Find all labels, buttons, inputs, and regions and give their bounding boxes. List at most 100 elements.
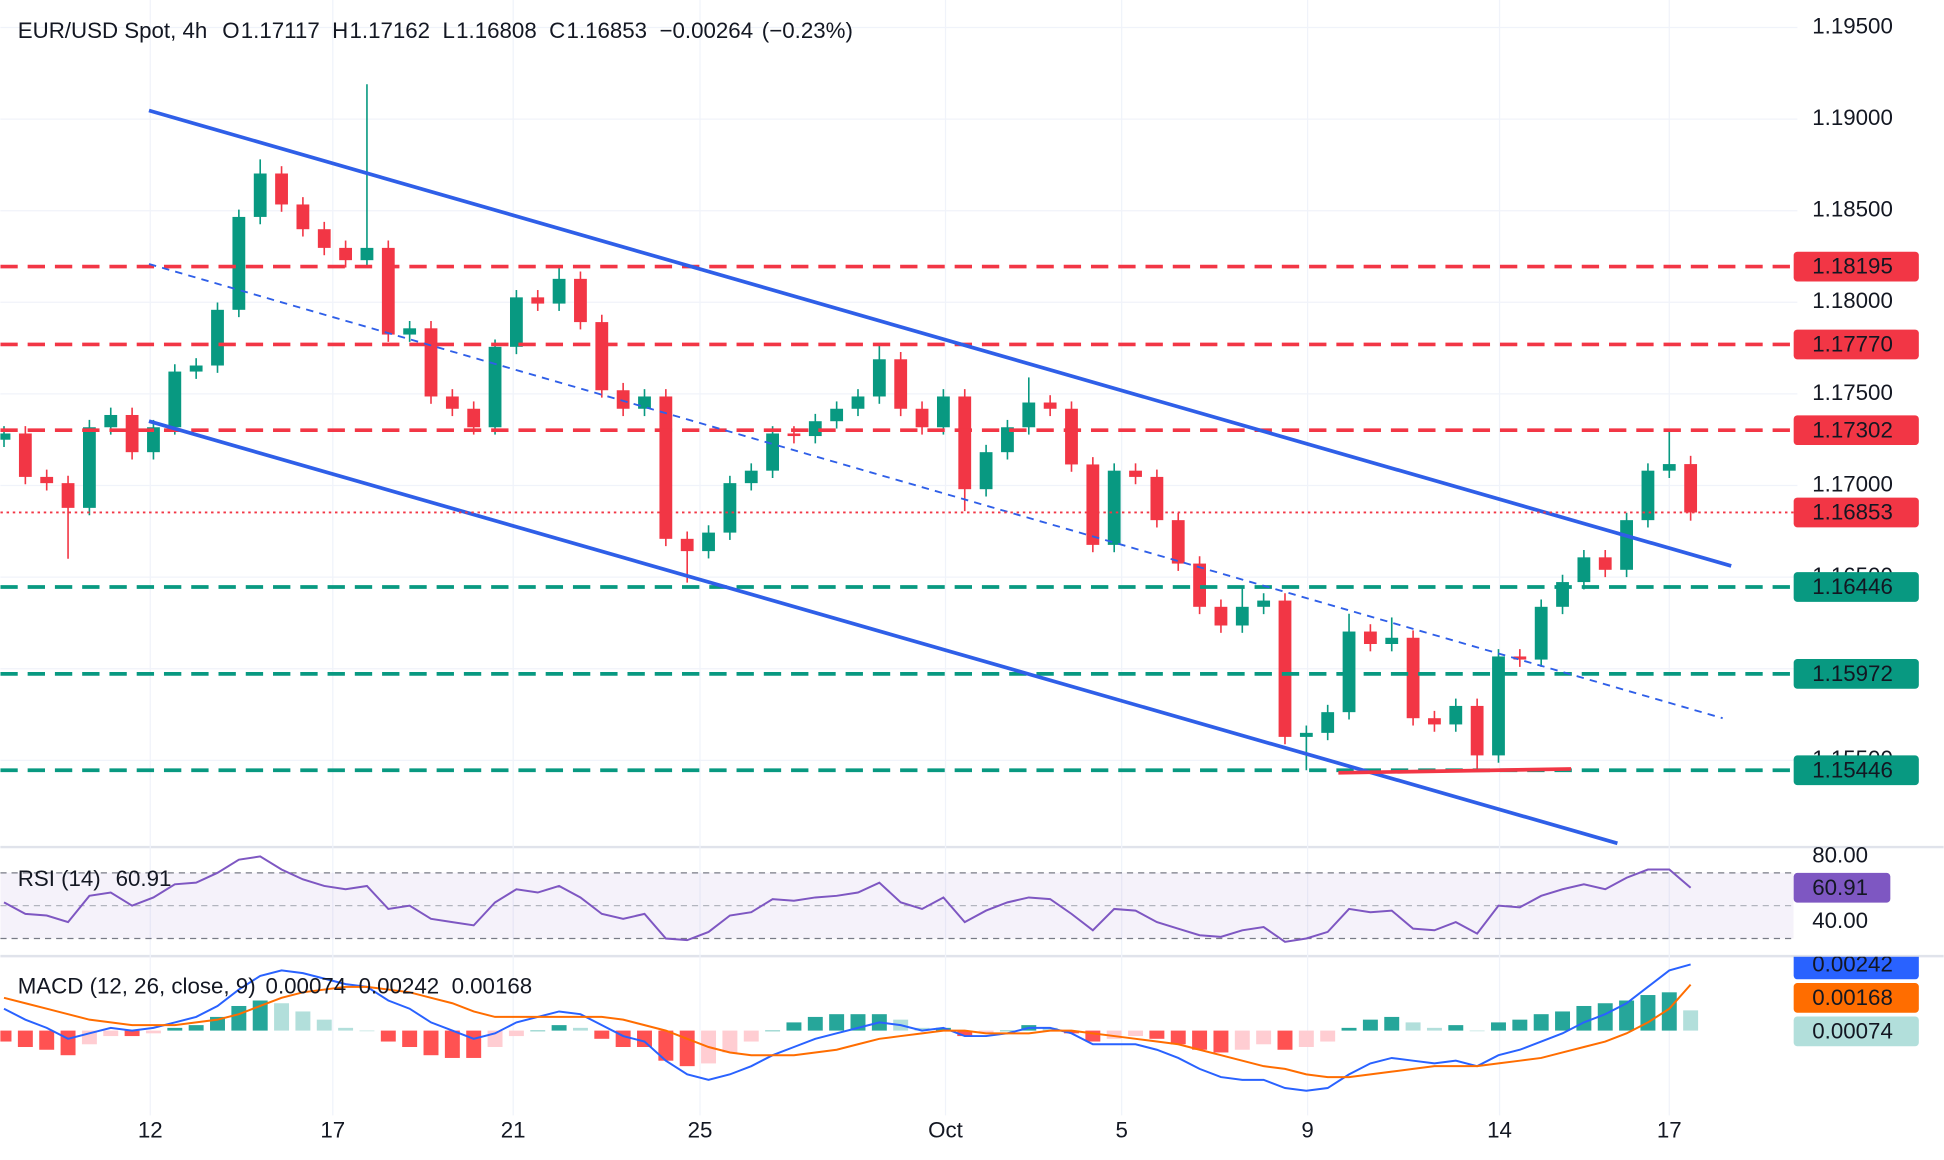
price-legend: 1.17117 xyxy=(241,18,320,43)
x-tick-label: 21 xyxy=(501,1117,526,1142)
x-tick-label: Oct xyxy=(928,1117,963,1142)
candle-body xyxy=(1406,637,1420,719)
candle-body xyxy=(168,371,182,428)
trend-line xyxy=(148,263,1723,720)
histogram-bar xyxy=(1320,1030,1336,1042)
level-label: 1.18195 xyxy=(1812,254,1893,279)
histogram-bar xyxy=(829,1014,845,1031)
candle-body xyxy=(275,173,288,205)
histogram-bar xyxy=(1491,1022,1506,1031)
candle-body xyxy=(61,483,75,508)
candle-body xyxy=(616,390,630,409)
y-tick-label: 80.00 xyxy=(1812,842,1868,867)
candle-body xyxy=(1150,476,1164,521)
rsi-legend: 60.91 xyxy=(116,866,172,891)
histogram-bar xyxy=(935,1027,951,1031)
candle-body xyxy=(1193,563,1206,607)
candle-body xyxy=(1299,732,1313,737)
histogram-bar xyxy=(1298,1030,1314,1048)
histogram-bar xyxy=(359,1030,375,1032)
candle-body xyxy=(40,476,54,484)
candle-body xyxy=(894,359,908,409)
histogram-bar xyxy=(1149,1030,1165,1039)
price-legend: 1.16853 xyxy=(566,18,647,43)
candle-body xyxy=(680,538,694,552)
candle-body xyxy=(574,278,587,323)
histogram-bar xyxy=(316,1019,332,1031)
macd-legend: 0.00074 xyxy=(266,974,347,999)
candle-body xyxy=(531,297,545,304)
histogram-bar xyxy=(594,1030,610,1039)
candle-body xyxy=(1449,705,1463,725)
y-tick-label: 1.18500 xyxy=(1812,197,1893,222)
price-legend: −0.00264 xyxy=(659,18,753,43)
level-label: 1.17302 xyxy=(1812,417,1893,442)
histogram-bar xyxy=(637,1030,652,1048)
histogram-bar xyxy=(60,1030,76,1056)
candle-body xyxy=(1620,520,1633,570)
candle-body xyxy=(851,396,865,409)
histogram-bar xyxy=(1619,1000,1635,1031)
candle-body xyxy=(232,216,246,310)
histogram-bar xyxy=(17,1030,33,1048)
axes: 12 17 21 25 Oct 5 9 14 17 1.19500 1.19000 1.18500 1.… xyxy=(138,13,1919,1142)
histogram-bar xyxy=(145,1030,161,1034)
histogram-bar xyxy=(551,1025,567,1031)
candle-body xyxy=(595,322,609,391)
macd-value-box xyxy=(1793,983,1919,1013)
histogram-bar xyxy=(1106,1030,1122,1039)
macd-legend: 0.00242 xyxy=(359,974,440,999)
level-label-box xyxy=(1793,572,1919,602)
histogram-bar xyxy=(380,1030,396,1042)
histogram-bar xyxy=(1683,1010,1699,1031)
histogram-bar xyxy=(188,1025,204,1031)
histogram-bar xyxy=(1533,1014,1549,1031)
candle-body xyxy=(253,173,267,217)
candle-body xyxy=(509,297,523,347)
candle-body xyxy=(339,247,353,261)
histogram-bar xyxy=(508,1030,524,1037)
candle-body xyxy=(1086,464,1100,545)
level-label: 1.15446 xyxy=(1812,757,1893,782)
x-tick-label: 12 xyxy=(138,1117,163,1142)
histogram-bar xyxy=(274,1003,290,1031)
candle-body xyxy=(381,247,395,335)
histogram-bar xyxy=(1597,1003,1613,1031)
histogram-bar xyxy=(103,1030,119,1037)
candle-body xyxy=(1385,637,1399,645)
price-legend: L xyxy=(442,18,454,43)
histogram-bar xyxy=(1277,1030,1293,1050)
x-tick-label: 17 xyxy=(1657,1117,1682,1142)
price-legend: C xyxy=(549,18,565,43)
histogram-bar xyxy=(338,1027,354,1031)
candle-body xyxy=(1428,718,1441,725)
histogram-bar xyxy=(572,1027,588,1031)
level-label-box xyxy=(1793,251,1919,282)
y-tick-label: 1.18000 xyxy=(1812,288,1893,313)
x-tick-label: 25 xyxy=(688,1117,713,1142)
candle-body xyxy=(1022,402,1036,428)
candle-body xyxy=(659,396,673,539)
price-legend: EUR/USD Spot, 4h xyxy=(18,18,208,43)
candle-body xyxy=(1342,631,1356,713)
candle-body xyxy=(766,433,780,471)
histogram-bar xyxy=(1192,1030,1208,1050)
candle-body xyxy=(1043,402,1057,409)
candle-body xyxy=(958,396,972,490)
histogram-bar xyxy=(1234,1030,1250,1050)
candle-body xyxy=(1278,600,1292,737)
macd-pane xyxy=(0,963,1699,1092)
last-price-label: 1.16853 xyxy=(1812,500,1893,525)
candle-body xyxy=(915,408,929,428)
candle-body xyxy=(1641,470,1655,521)
candle-body xyxy=(1001,427,1014,453)
candle-body xyxy=(1257,600,1271,607)
histogram-bar xyxy=(1064,1030,1079,1034)
x-tick-label: 9 xyxy=(1301,1117,1313,1142)
candle-body xyxy=(445,396,459,409)
histogram-bar xyxy=(1661,992,1677,1031)
y-tick-label: 1.17500 xyxy=(1812,380,1893,405)
histogram-bar xyxy=(124,1030,140,1037)
